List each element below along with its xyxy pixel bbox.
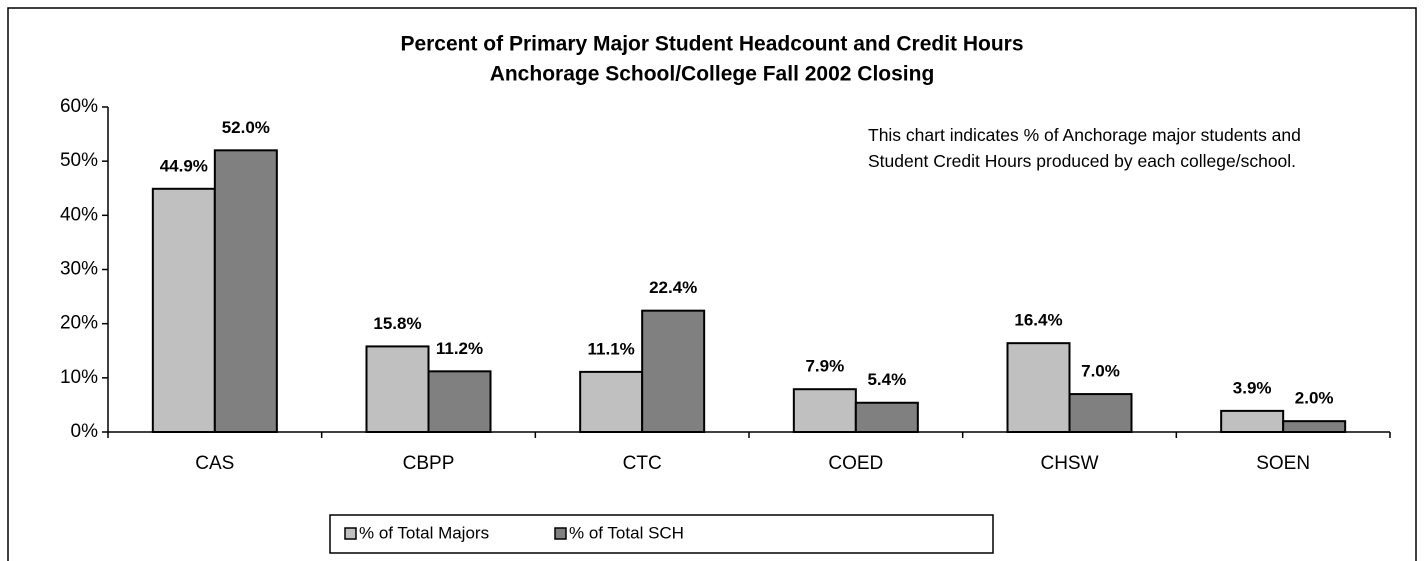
legend-swatch <box>344 527 357 540</box>
bar <box>1068 393 1133 434</box>
value-label: 16.4% <box>1014 311 1062 330</box>
value-label: 52.0% <box>222 118 270 137</box>
bar <box>1220 409 1285 433</box>
x-tick-label: CHSW <box>1040 453 1098 474</box>
value-label: 2.0% <box>1295 389 1334 408</box>
legend-box <box>329 514 994 554</box>
legend-label: % of Total SCH <box>569 523 684 542</box>
legend-swatch <box>554 527 567 540</box>
bar <box>151 187 216 433</box>
value-label: 5.4% <box>867 370 906 389</box>
y-tick-label: 50% <box>60 150 98 171</box>
bar <box>1282 420 1347 433</box>
bar <box>641 309 706 433</box>
bar <box>427 370 492 434</box>
value-label: 11.1% <box>588 339 635 358</box>
value-label: 7.0% <box>1081 362 1120 381</box>
bar <box>854 401 919 433</box>
chart-title: Percent of Primary Major Student Headcou… <box>400 33 1023 56</box>
annotation: This chart indicates % of Anchorage majo… <box>868 125 1301 171</box>
value-label: 11.2% <box>436 339 483 358</box>
y-tick-label: 10% <box>60 367 98 388</box>
x-tick-label: CAS <box>195 453 234 474</box>
y-tick-label: 60% <box>60 96 98 117</box>
bar <box>213 149 278 433</box>
y-tick-label: 20% <box>60 313 98 334</box>
value-label: 44.9% <box>160 156 208 175</box>
bar <box>365 345 430 433</box>
bar <box>579 370 644 433</box>
x-tick-label: CBPP <box>403 453 455 474</box>
bar <box>1006 342 1071 433</box>
value-label: 22.4% <box>649 278 697 297</box>
x-tick-label: COED <box>828 453 883 474</box>
y-tick-label: 0% <box>71 421 99 442</box>
y-tick-label: 30% <box>60 259 98 280</box>
value-label: 3.9% <box>1233 378 1272 397</box>
chart-subtitle: Anchorage School/College Fall 2002 Closi… <box>490 63 935 86</box>
legend-label: % of Total Majors <box>359 523 489 542</box>
y-tick-label: 40% <box>60 204 98 225</box>
value-label: 7.9% <box>805 357 844 376</box>
x-tick-label: CTC <box>623 453 662 474</box>
value-label: 15.8% <box>373 314 421 333</box>
bar <box>792 388 857 434</box>
x-tick-label: SOEN <box>1256 453 1310 474</box>
